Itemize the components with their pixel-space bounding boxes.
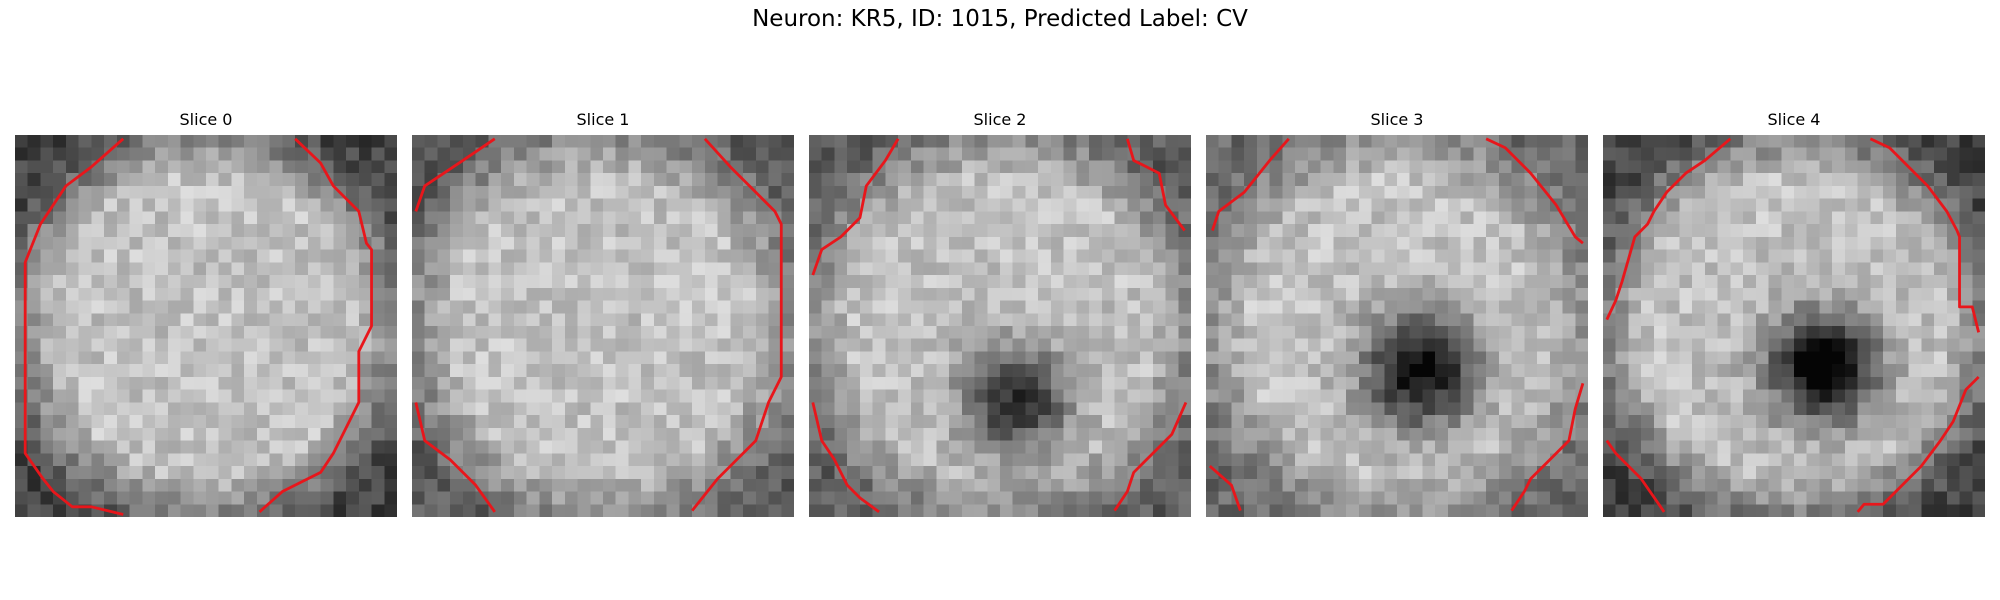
contour-line — [41, 477, 124, 516]
pixel-grid — [1206, 135, 1588, 517]
contour-line — [811, 402, 880, 514]
slice-panel-2: Slice 2 — [809, 110, 1191, 517]
slice-panel-1: Slice 1 — [412, 110, 794, 517]
contour-line — [811, 138, 900, 276]
contour-line — [1125, 138, 1186, 232]
slice-title: Slice 3 — [1370, 110, 1424, 129]
figure-title: Neuron: KR5, ID: 1015, Predicted Label: … — [752, 6, 1248, 32]
slice-image — [1603, 135, 1985, 517]
slice-panel-3: Slice 3 — [1206, 110, 1588, 517]
slice-title: Slice 2 — [973, 110, 1027, 129]
contour-line — [1510, 382, 1585, 512]
pixel-grid — [412, 135, 794, 517]
slice-image — [412, 135, 794, 517]
pixel-grid — [809, 135, 1191, 517]
pixel-grid — [15, 135, 397, 517]
contour-line — [414, 402, 496, 513]
pixel-grid — [1603, 135, 1985, 517]
contour-line — [1856, 375, 1980, 513]
contour-line — [414, 137, 496, 212]
slice-panel-4: Slice 4 — [1603, 110, 1985, 517]
slice-image — [809, 135, 1191, 517]
contour-line — [258, 137, 373, 513]
contour-line — [1605, 439, 1666, 513]
contour-line — [1605, 137, 1732, 321]
slice-image — [1206, 135, 1588, 517]
contour-line — [1869, 137, 1980, 333]
slice-title: Slice 4 — [1767, 110, 1821, 129]
contour-line — [1211, 137, 1290, 231]
contour-line — [1485, 137, 1584, 245]
contour-line — [1113, 401, 1188, 512]
contour-line — [1208, 465, 1242, 512]
slice-image — [15, 135, 397, 517]
slice-panel-0: Slice 0 — [15, 110, 397, 517]
contour-line — [691, 137, 783, 512]
contour-line — [23, 137, 125, 480]
slice-title: Slice 1 — [576, 110, 630, 129]
slice-title: Slice 0 — [179, 110, 233, 129]
